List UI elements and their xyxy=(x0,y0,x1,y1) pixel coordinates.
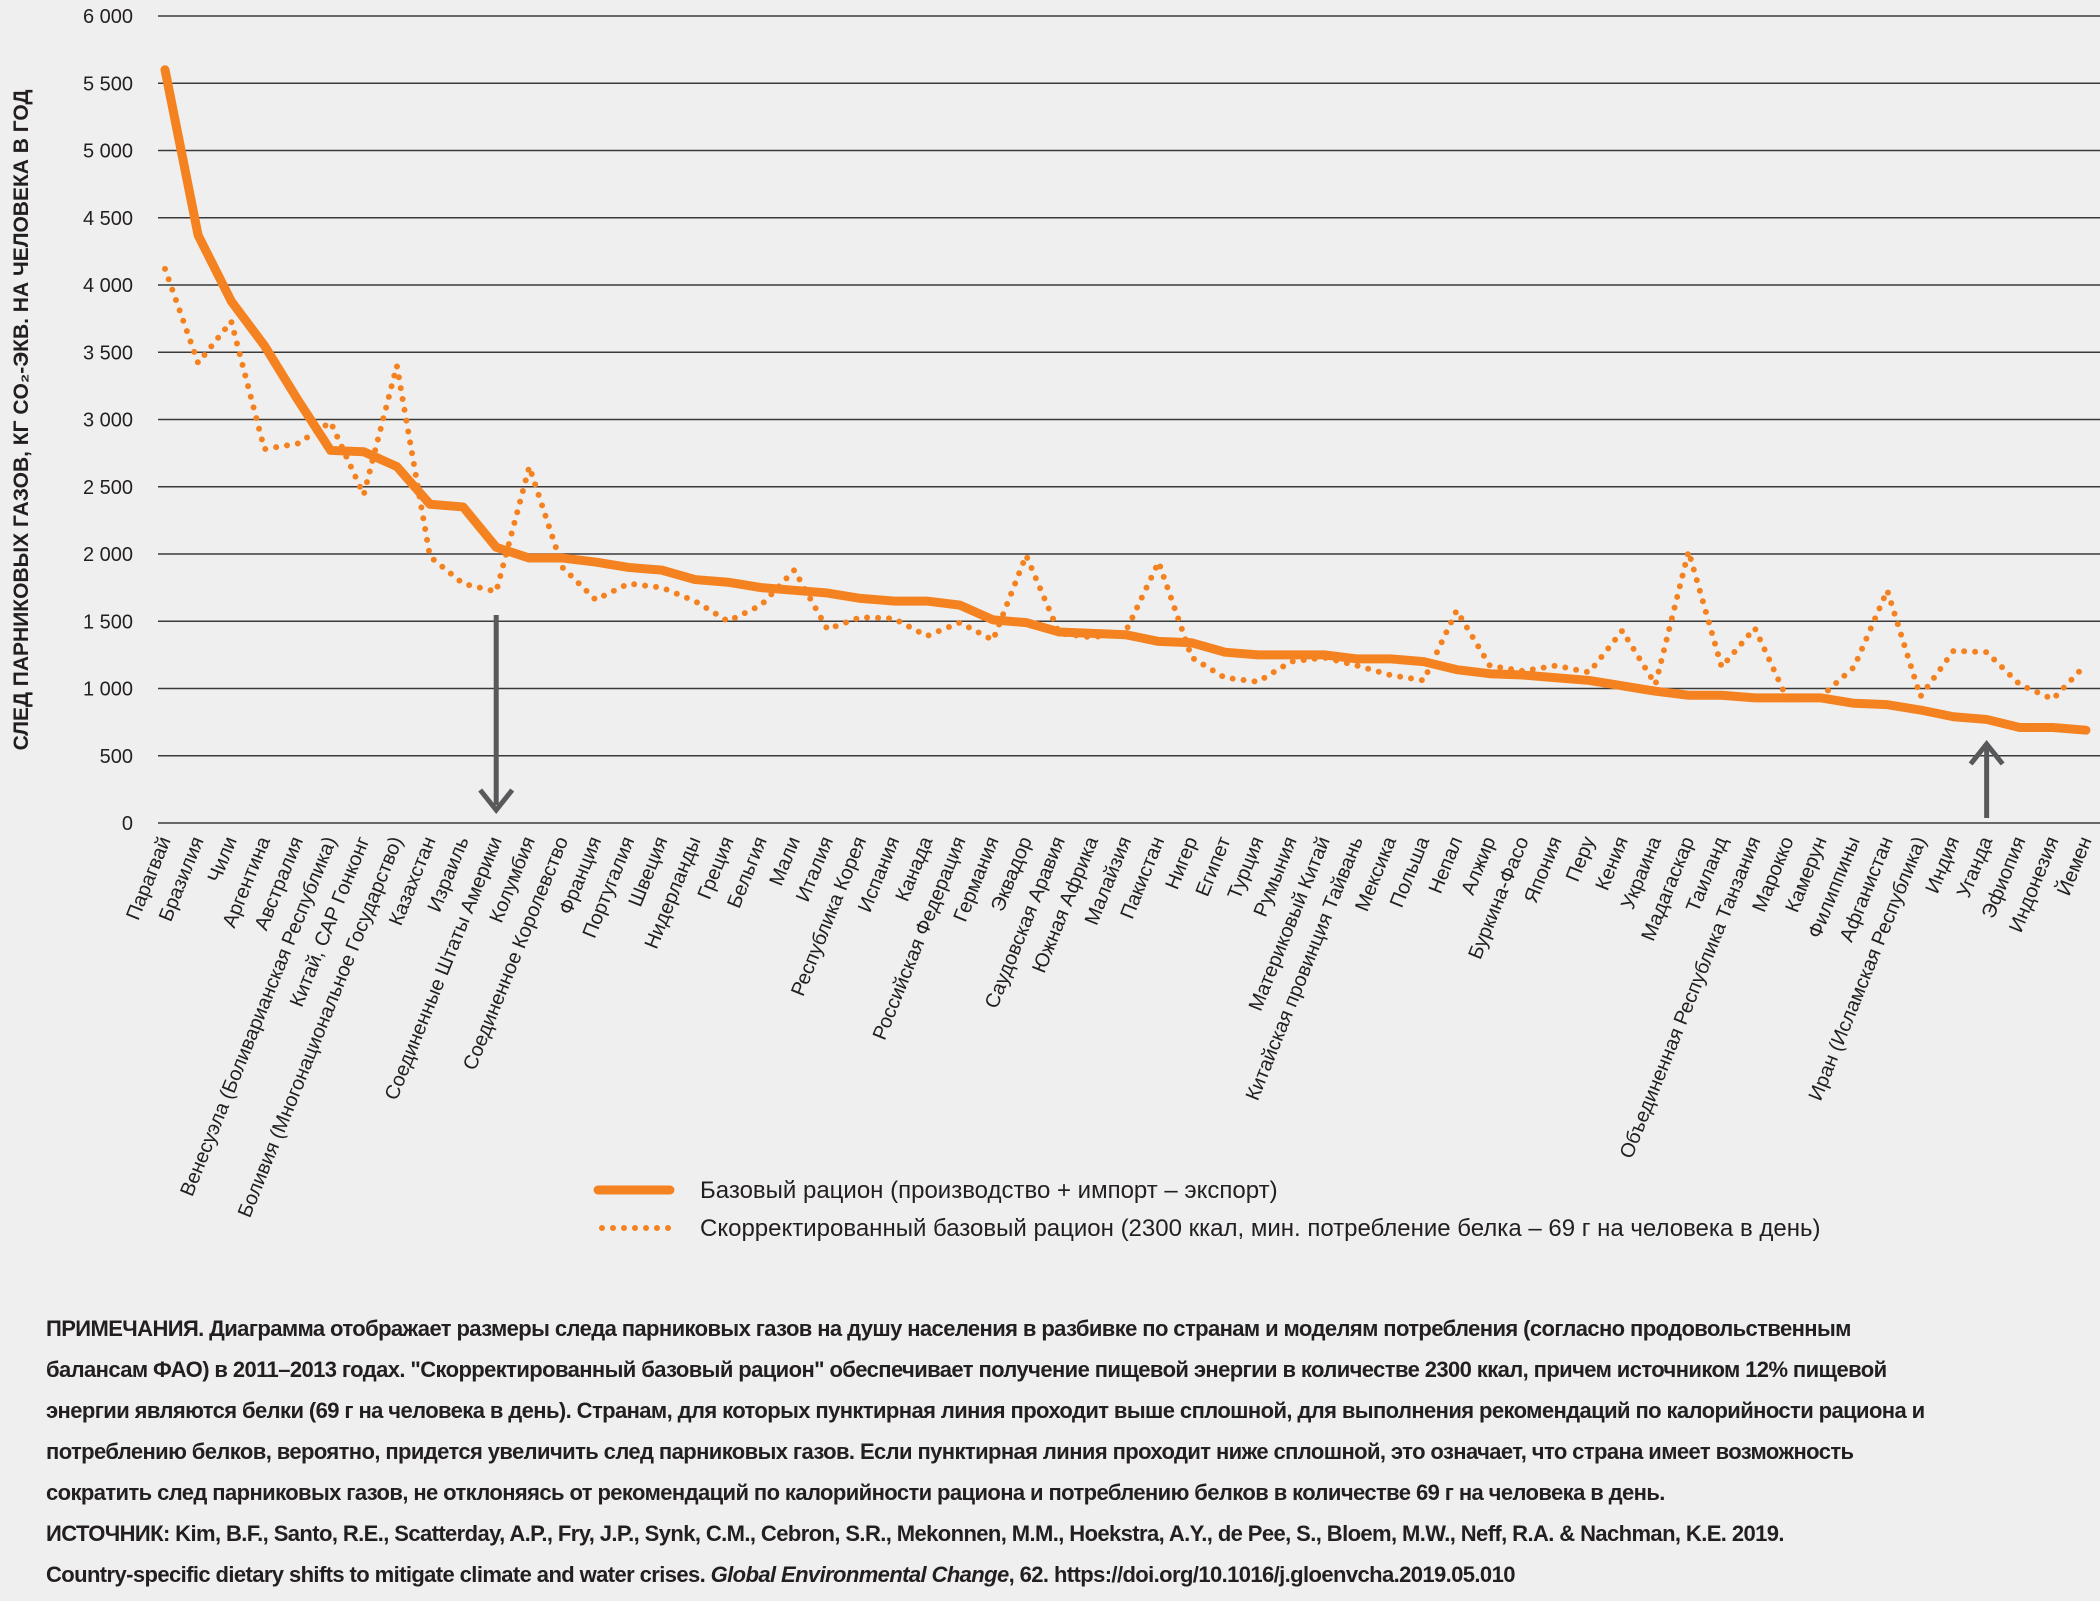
source-text: Kim, B.F., Santo, R.E., Scatterday, A.P.… xyxy=(169,1521,1784,1546)
y-tick-label: 6 000 xyxy=(83,6,133,28)
legend: Базовый рацион (производство + импорт – … xyxy=(593,1177,1820,1242)
notes-line-2: балансам ФАО) в 2011–2013 годах. "Скорре… xyxy=(46,1357,1887,1382)
y-tick-label: 2 000 xyxy=(83,544,133,566)
legend-base-diet: Базовый рацион (производство + импорт – … xyxy=(700,1177,1278,1204)
notes-line-4: потреблению белков, вероятно, придется у… xyxy=(46,1439,1854,1464)
source-journal: Global Environmental Change xyxy=(710,1562,1010,1587)
y-tick-label: 500 xyxy=(100,746,133,768)
y-tick-label: 2 500 xyxy=(83,477,133,499)
notes-line-1: ПРИМЕЧАНИЯ. Диаграмма отображает размеры… xyxy=(46,1308,2086,1349)
notes-line-5: сократить след парниковых газов, не откл… xyxy=(46,1480,1665,1505)
y-tick-label: 5 500 xyxy=(83,73,133,95)
source-line-2: Country-specific dietary shifts to mitig… xyxy=(46,1554,2086,1595)
notes-block: ПРИМЕЧАНИЯ. Диаграмма отображает размеры… xyxy=(46,1308,2086,1595)
y-tick-label: 4 000 xyxy=(83,275,133,297)
series-base-diet-line xyxy=(160,65,2091,735)
y-tick-label: 3 000 xyxy=(83,410,133,432)
legend-adjusted-diet: Скорректированный базовый рацион (2300 к… xyxy=(700,1215,1820,1242)
source-title: Country-specific dietary shifts to mitig… xyxy=(46,1562,711,1587)
y-tick-label: 1 000 xyxy=(83,679,133,701)
y-tick-label: 5 000 xyxy=(83,141,133,163)
arrow-up-head xyxy=(1968,739,2005,766)
y-tick-label: 3 500 xyxy=(83,342,133,364)
ghg-footprint-chart: 0 500 1 000 1 500 2 000 2 500 3 000 3 500 4 000 4… xyxy=(10,6,2100,1242)
notes-text: Диаграмма отображает размеры следа парни… xyxy=(203,1316,1851,1341)
y-tick-label: 4 500 xyxy=(83,208,133,230)
y-axis-label: СЛЕД ПАРНИКОВЫХ ГАЗОВ, КГ CO₂-ЭКВ. НА ЧЕ… xyxy=(10,90,33,751)
source-label: ИСТОЧНИК: xyxy=(46,1521,170,1546)
notes-label: ПРИМЕЧАНИЯ. xyxy=(46,1316,204,1341)
y-tick-label: 1 500 xyxy=(83,611,133,633)
notes-line-3: энергии являются белки (69 г на человека… xyxy=(46,1398,1925,1423)
source-line-1: ИСТОЧНИК: Kim, B.F., Santo, R.E., Scatte… xyxy=(46,1513,2086,1554)
arrow-down-head xyxy=(478,788,515,815)
source-doi[interactable]: , 62. https://doi.org/10.1016/j.gloenvch… xyxy=(1008,1562,1516,1587)
y-tick-label: 0 xyxy=(122,813,133,835)
